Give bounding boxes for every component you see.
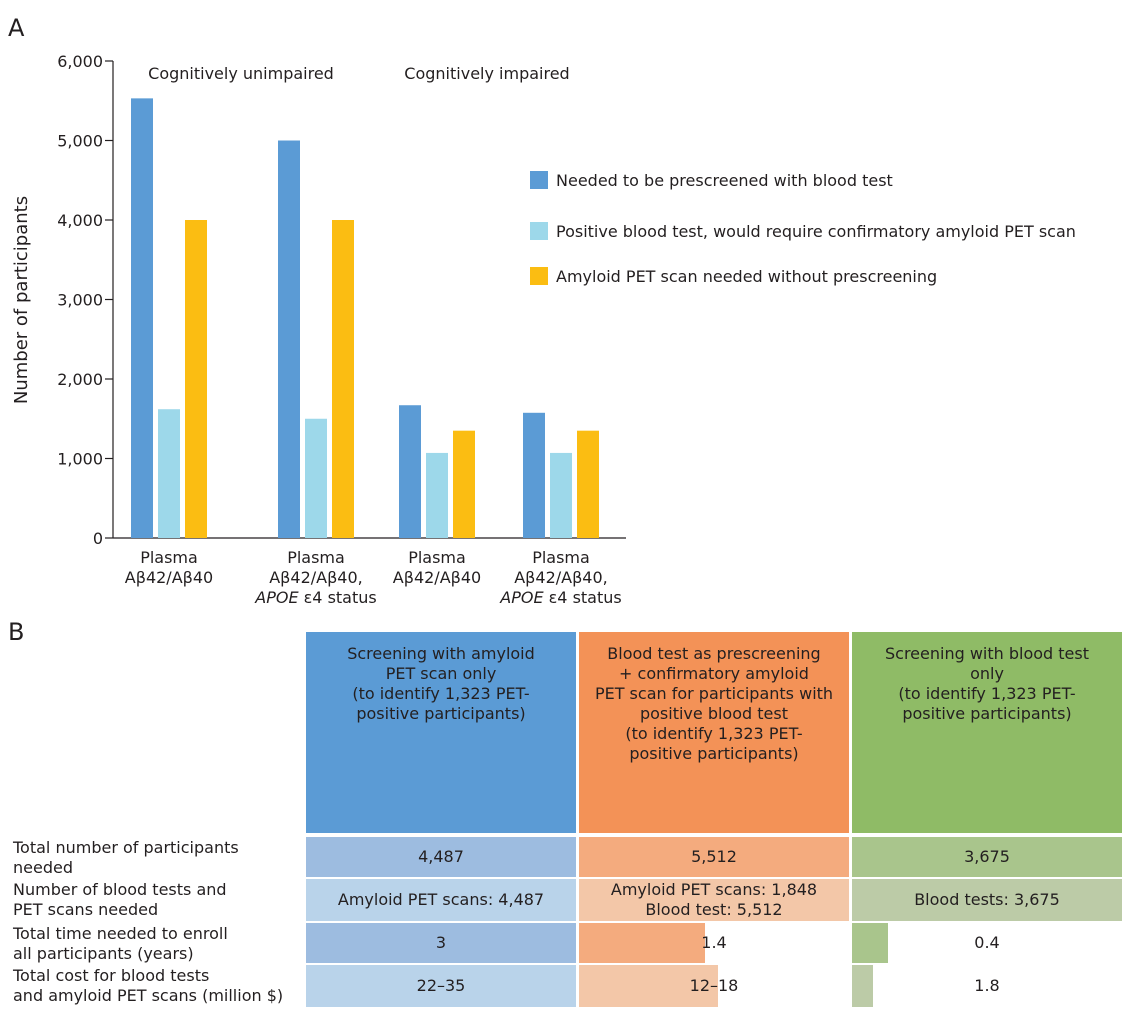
group-title: Cognitively unimpaired bbox=[148, 64, 334, 83]
x-tick-label: Aβ42/Aβ40, bbox=[514, 568, 608, 587]
x-tick-label: APOE ε4 status bbox=[499, 588, 621, 607]
cell-fill-bar bbox=[852, 837, 1122, 877]
cell-fill-bar bbox=[579, 965, 718, 1007]
bar bbox=[399, 405, 421, 538]
bar bbox=[131, 98, 153, 539]
cell-fill-bar bbox=[579, 879, 849, 921]
y-tick-label: 3,000 bbox=[57, 291, 103, 310]
bar-chart: 0 1,000 2,000 3,000 4,000 5,000 6,000 Number of… bbox=[11, 52, 1076, 607]
y-tick-label: 6,000 bbox=[57, 52, 103, 71]
table-cell: 22–35 bbox=[306, 965, 576, 1007]
table-cell-value: 1.8 bbox=[974, 976, 1000, 995]
row-label: Total number of participants needed bbox=[13, 838, 239, 877]
legend-label: Needed to be prescreened with blood test bbox=[556, 171, 893, 190]
table-cell: 3 bbox=[306, 923, 576, 963]
y-tick-label: 4,000 bbox=[57, 211, 103, 230]
bar bbox=[332, 220, 354, 538]
cell-fill-bar bbox=[579, 923, 705, 963]
table-cell: Blood tests: 3,675 bbox=[852, 879, 1122, 921]
x-tick-label: Aβ42/Aβ40 bbox=[125, 568, 213, 587]
x-tick-label-suffix: ε4 status bbox=[299, 588, 377, 607]
column-header: Screening with blood test only (to ident… bbox=[852, 632, 1122, 833]
cell-fill-bar bbox=[852, 923, 888, 963]
panel-a-label: A bbox=[8, 14, 25, 42]
group-title: Cognitively impaired bbox=[404, 64, 569, 83]
column-header-text: Screening with amyloid PET scan only (to… bbox=[347, 644, 535, 723]
x-tick-label: Plasma bbox=[140, 548, 198, 567]
table-cell: 12–18 bbox=[579, 965, 849, 1007]
y-tick-label: 2,000 bbox=[57, 370, 103, 389]
cell-fill-bar bbox=[306, 837, 576, 877]
legend-swatch bbox=[530, 171, 548, 189]
x-tick-label: Plasma bbox=[408, 548, 466, 567]
table-cell-value: 5,512 bbox=[691, 847, 737, 866]
bar bbox=[158, 409, 180, 538]
cell-fill-bar bbox=[852, 965, 873, 1007]
y-tick-label: 5,000 bbox=[57, 132, 103, 151]
bar bbox=[577, 430, 599, 538]
x-tick-label: Plasma bbox=[287, 548, 345, 567]
column-header-text: Screening with blood test only (to ident… bbox=[884, 644, 1089, 723]
table-cell-value: 1.4 bbox=[701, 933, 727, 952]
cell-fill-bar bbox=[306, 965, 576, 1007]
table-cell: Amyloid PET scans: 1,848 Blood test: 5,5… bbox=[579, 879, 849, 921]
cell-fill-bar bbox=[852, 879, 1122, 921]
row-label: Number of blood tests and PET scans need… bbox=[13, 880, 227, 919]
cell-fill-bar bbox=[579, 837, 849, 877]
y-axis-label: Number of participants bbox=[11, 196, 32, 404]
table-cell-value: 3 bbox=[435, 933, 447, 952]
legend-label: Positive blood test, would require confi… bbox=[556, 222, 1076, 241]
table-cell: 0.4 bbox=[852, 923, 1122, 963]
bar bbox=[523, 412, 545, 538]
column-header-text: Blood test as prescreening + confirmator… bbox=[594, 644, 834, 763]
table-cell-value: 12–18 bbox=[689, 976, 739, 995]
table-cell-value: 0.4 bbox=[974, 933, 1000, 952]
bar bbox=[305, 418, 327, 538]
bar bbox=[453, 430, 475, 538]
table-cell-value: 22–35 bbox=[416, 976, 466, 995]
table-cell-value: Blood tests: 3,675 bbox=[914, 890, 1060, 909]
row-label: Total cost for blood tests and amyloid P… bbox=[13, 966, 284, 1005]
bar bbox=[550, 452, 572, 538]
x-tick-label: APOE ε4 status bbox=[254, 588, 376, 607]
legend-label: Amyloid PET scan needed without prescree… bbox=[556, 267, 937, 286]
bar bbox=[278, 140, 300, 538]
table-cell: 3,675 bbox=[852, 837, 1122, 877]
panel-b-label: B bbox=[8, 618, 25, 646]
bar bbox=[185, 220, 207, 538]
table-cell: 5,512 bbox=[579, 837, 849, 877]
x-tick-label: Aβ42/Aβ40, bbox=[269, 568, 363, 587]
x-tick-label-gene: APOE bbox=[254, 588, 299, 607]
table-cell-value: Amyloid PET scans: 4,487 bbox=[337, 890, 545, 909]
column-header: Screening with amyloid PET scan only (to… bbox=[306, 632, 576, 833]
legend-swatch bbox=[530, 267, 548, 285]
legend-swatch bbox=[530, 222, 548, 240]
x-tick-label-gene: APOE bbox=[499, 588, 544, 607]
table-cell-value: Amyloid PET scans: 1,848 Blood test: 5,5… bbox=[610, 880, 818, 919]
x-tick-label-suffix: ε4 status bbox=[544, 588, 622, 607]
cell-fill-bar bbox=[306, 923, 576, 963]
y-tick-label: 1,000 bbox=[57, 450, 103, 469]
y-tick-label: 0 bbox=[93, 529, 103, 548]
bar bbox=[426, 452, 448, 538]
table-cell-value: 4,487 bbox=[418, 847, 464, 866]
column-header: Blood test as prescreening + confirmator… bbox=[579, 632, 849, 833]
table-cell: Amyloid PET scans: 4,487 bbox=[306, 879, 576, 921]
table-cell-value: 3,675 bbox=[964, 847, 1010, 866]
row-label: Total time needed to enroll all particip… bbox=[13, 924, 228, 963]
cell-fill-bar bbox=[306, 879, 576, 921]
table-cell: 4,487 bbox=[306, 837, 576, 877]
table-cell: 1.4 bbox=[579, 923, 849, 963]
x-tick-label: Aβ42/Aβ40 bbox=[393, 568, 481, 587]
table-cell: 1.8 bbox=[852, 965, 1122, 1007]
x-tick-label: Plasma bbox=[532, 548, 590, 567]
